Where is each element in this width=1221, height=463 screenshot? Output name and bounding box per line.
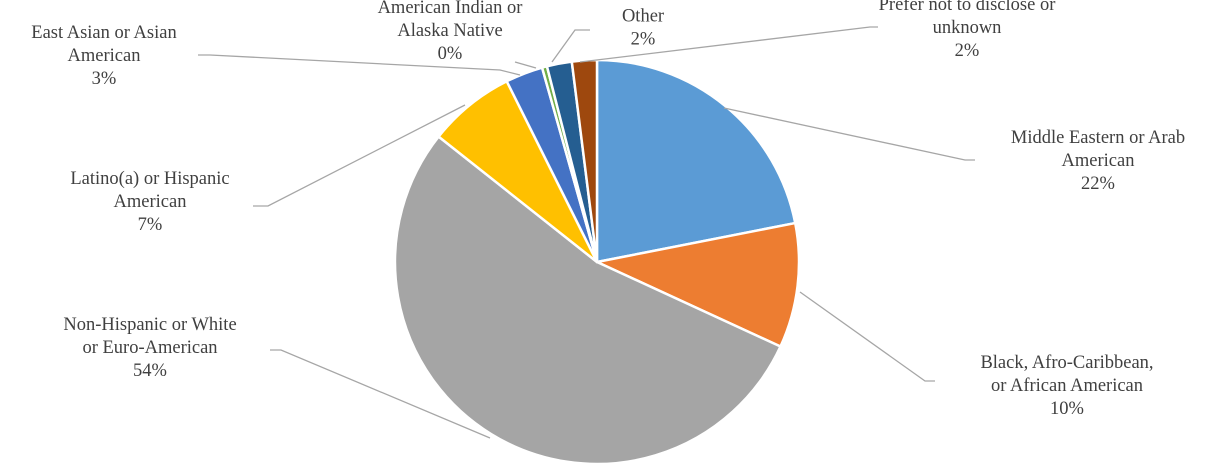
slice-category-label: American: [1062, 151, 1135, 171]
slice-value-label: 22%: [1081, 174, 1115, 194]
slice-category-label: Latino(a) or Hispanic: [70, 169, 229, 189]
slice-label-american-indian-or-alaska-native: American Indian or Alaska Native 0%: [378, 0, 523, 64]
slice-label-black-afro-caribbean-or-african-american: Black, Afro-Caribbean, or African America…: [980, 353, 1153, 419]
slice-category-label: Non-Hispanic or White: [63, 315, 236, 335]
slice-label-non-hispanic-or-white-or-euro-american: Non-Hispanic or White or Euro-American 54%: [63, 315, 236, 381]
slice-category-label: Black, Afro-Caribbean,: [980, 353, 1153, 373]
slice-category-label: Alaska Native: [397, 21, 502, 41]
slice-category-label: or Euro-American: [82, 338, 217, 358]
slice-value-label: 0%: [438, 44, 463, 64]
slice-value-label: 7%: [138, 215, 163, 235]
leader-line-latino-a-or-hispanic-american: [253, 104, 466, 207]
slice-value-label: 10%: [1050, 399, 1084, 419]
slice-category-label: Prefer not to disclose or: [879, 0, 1056, 15]
slice-category-label: unknown: [933, 18, 1002, 38]
slice-value-label: 2%: [955, 41, 980, 61]
slice-value-label: 3%: [92, 69, 117, 89]
slice-label-other: Other 2%: [622, 7, 664, 50]
pie-slices: [393, 58, 801, 463]
slice-category-label: Other: [622, 7, 664, 27]
slice-category-label: American: [68, 46, 141, 66]
pie-slice-non-hispanic-or-white-or-euro-american: [393, 135, 782, 463]
slice-label-east-asian-or-asian-american: East Asian or Asian American 3%: [31, 23, 176, 89]
slice-label-prefer-not-to-disclose-or-unknown: Prefer not to disclose or unknown 2%: [879, 0, 1056, 61]
slice-category-label: or African American: [991, 376, 1143, 396]
leader-line-prefer-not-to-disclose-or-unknown: [579, 26, 878, 63]
slice-label-latino-a-or-hispanic-american: Latino(a) or Hispanic American 7%: [70, 169, 229, 235]
leader-line-other: [551, 29, 590, 63]
slice-category-label: American: [114, 192, 187, 212]
slice-value-label: 2%: [631, 30, 656, 50]
slice-category-label: American Indian or: [378, 0, 523, 18]
slice-label-middle-eastern-or-arab-american: Middle Eastern or Arab American 22%: [1011, 128, 1185, 194]
slice-value-label: 54%: [133, 361, 167, 381]
leader-line-east-asian-or-asian-american: [198, 54, 521, 76]
pie-slice-black-afro-caribbean-or-african-american: [595, 221, 801, 348]
leader-line-american-indian-or-alaska-native: [514, 61, 537, 69]
pie-slice-middle-eastern-or-arab-american: [595, 58, 797, 264]
leader-line-black-afro-caribbean-or-african-american: [799, 291, 935, 382]
leader-line-middle-eastern-or-arab-american: [723, 107, 975, 161]
leader-lines: [198, 26, 975, 439]
slice-category-label: Middle Eastern or Arab: [1011, 128, 1185, 148]
slice-labels: Middle Eastern or Arab American 22% Black, …: [31, 0, 1185, 419]
slice-category-label: East Asian or Asian: [31, 23, 176, 43]
leader-line-non-hispanic-or-white-or-euro-american: [270, 349, 491, 439]
